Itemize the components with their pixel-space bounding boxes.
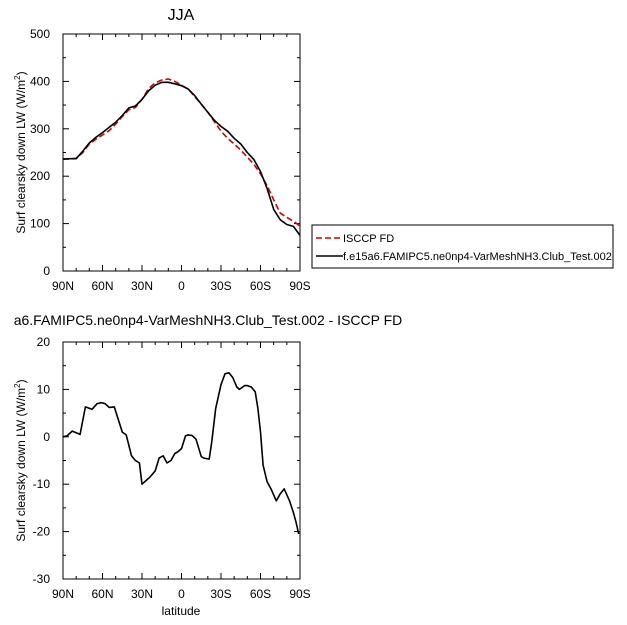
plot-1: 90N 60N 30N 0 30S 60S 90S 0 100 200 300 400 500 Surf … — [13, 27, 614, 293]
plot-2: 90N 60N 30N 0 30S 60S 90S -30 -20 -10 0 10 20 Surf cl… — [13, 335, 311, 601]
x-tick-label: 30N — [131, 587, 153, 601]
y-axis-label: Surf clearsky down LW (W/m2) — [13, 71, 28, 233]
x-tick-label: 90N — [52, 587, 74, 601]
y-tick-label: 500 — [30, 27, 50, 41]
x-tick-label: 60S — [250, 587, 271, 601]
y-tick-label: -30 — [33, 572, 51, 586]
y-tick-label: 100 — [30, 217, 50, 231]
x-tick-label: 0 — [178, 587, 185, 601]
chart-title-bottom: a6.FAMIPC5.ne0np4-VarMeshNH3.Club_Test.0… — [14, 312, 403, 328]
y-tick-label: 0 — [43, 430, 50, 444]
x-tick-label: 30S — [210, 587, 231, 601]
x-tick-label: 0 — [178, 279, 185, 293]
legend-label-2: f.e15a6.FAMIPC5.ne0np4-VarMeshNH3.Club_T… — [343, 251, 612, 263]
plot-frame — [62, 33, 301, 272]
x-tick-label: 30N — [131, 279, 153, 293]
y-axis-label: Surf clearsky down LW (W/m2) — [13, 379, 28, 541]
y-tick-label: 20 — [37, 335, 51, 349]
y-tick-label: 300 — [30, 122, 50, 136]
chart-title-top: JJA — [168, 7, 195, 24]
x-tick-label: 60N — [91, 279, 113, 293]
x-axis-label-bottom: latitude — [162, 604, 201, 618]
x-tick-label: 90N — [52, 279, 74, 293]
y-tick-label: 200 — [30, 169, 50, 183]
x-tick-label: 30S — [210, 279, 231, 293]
y-tick-label: 400 — [30, 74, 50, 88]
x-tick-label: 90S — [289, 279, 310, 293]
x-tick-label: 90S — [289, 587, 310, 601]
legend-label-1: ISCCP FD — [343, 233, 394, 245]
series-line-1 — [63, 78, 301, 227]
y-tick-label: -10 — [33, 477, 51, 491]
y-tick-label: 0 — [43, 264, 50, 278]
series-line-1 — [62, 371, 300, 535]
y-tick-label: 10 — [37, 382, 51, 396]
plot-frame — [62, 341, 301, 580]
x-tick-label: 60N — [91, 587, 113, 601]
legend: ISCCP FD f.e15a6.FAMIPC5.ne0np4-VarMeshNH… — [311, 224, 614, 269]
y-tick-label: -20 — [33, 525, 51, 539]
series-line-2 — [62, 81, 301, 236]
x-tick-label: 60S — [250, 279, 271, 293]
legend-box — [311, 224, 614, 269]
